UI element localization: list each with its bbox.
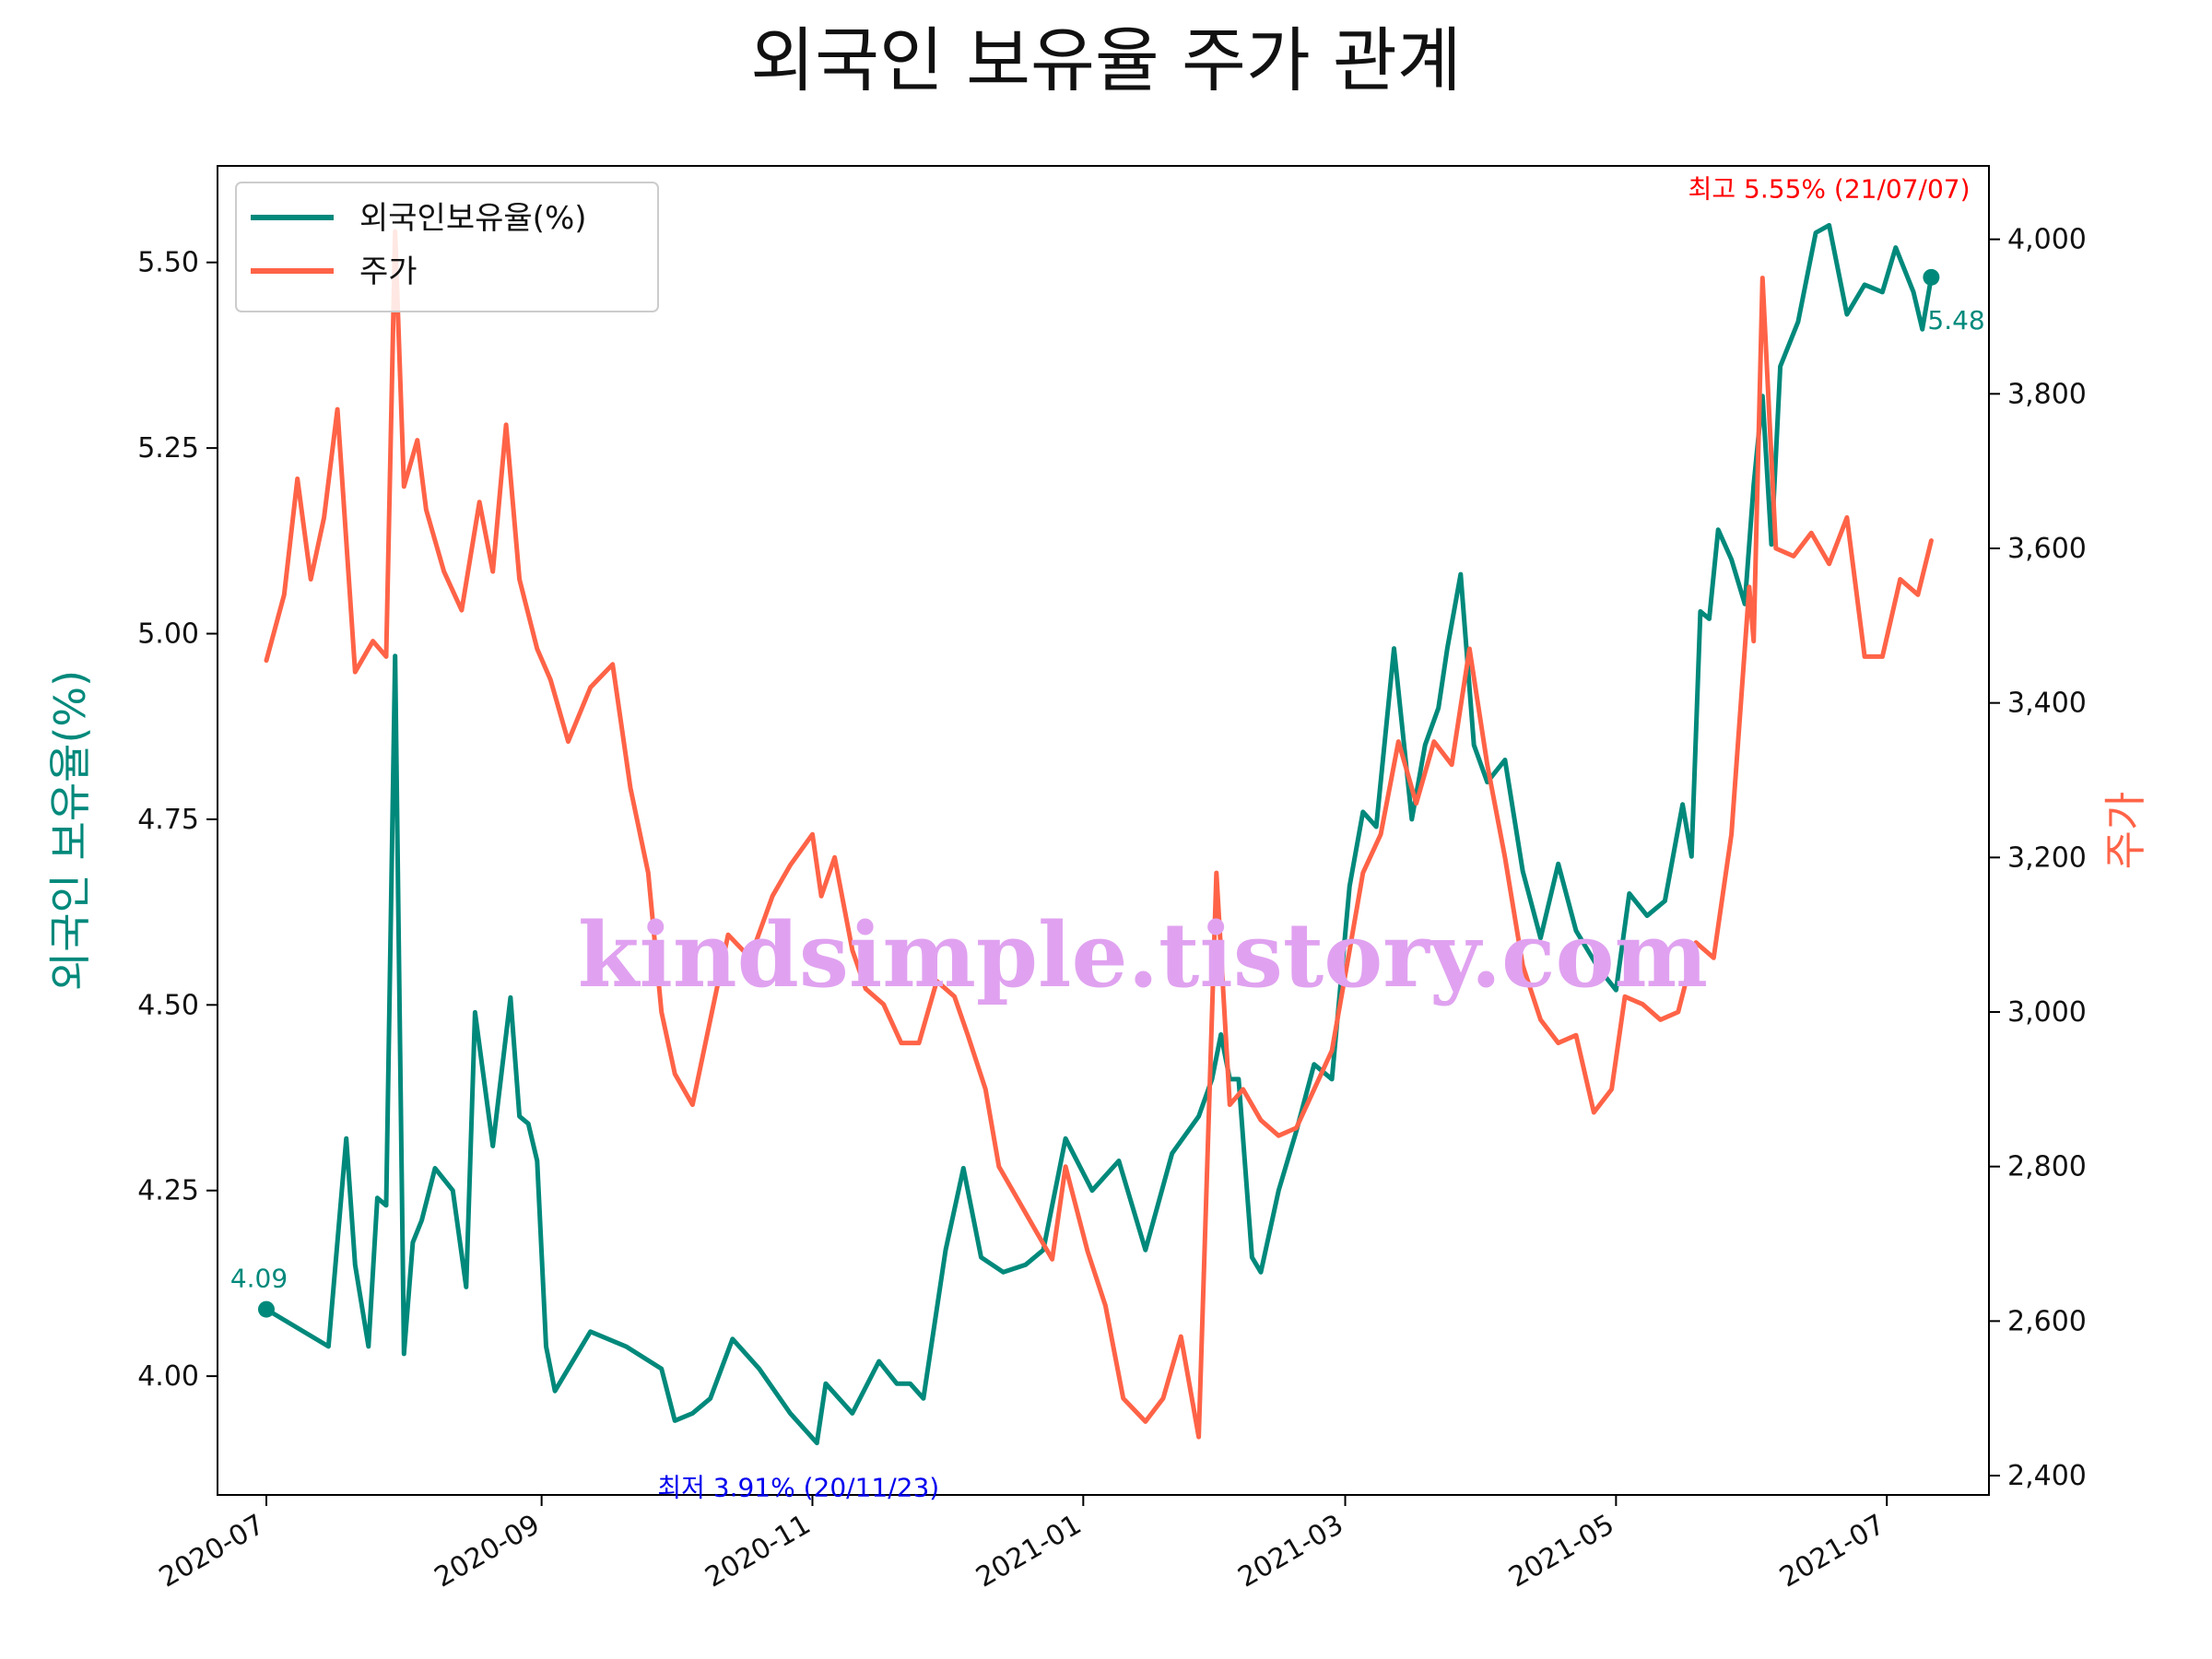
chart-title: 외국인 보유율 주가 관계 [750, 19, 1462, 101]
legend-label-stock-price: 주가 [359, 253, 418, 290]
y-axis-left: 4.00 4.25 4.50 4.75 5.00 5.25 5.50 [137, 247, 218, 1393]
series-layer [264, 222, 1934, 1446]
start-value-label: 4.09 [230, 1264, 288, 1294]
y-left-tick-label: 5.00 [137, 618, 199, 651]
y-left-tick-label: 4.00 [137, 1360, 199, 1393]
y-right-tick-label: 3,800 [2007, 378, 2087, 410]
min-value-label: 최저 3.91% (20/11/23) [657, 1473, 939, 1503]
y-right-tick-label: 3,600 [2007, 533, 2087, 565]
y-right-tick-label: 2,400 [2007, 1460, 2087, 1492]
foreign-ownership-line [264, 222, 1934, 1446]
plot-frame [217, 165, 1990, 1496]
legend-box [235, 182, 659, 312]
legend-label-foreign-ownership: 외국인보유율(%) [359, 200, 587, 237]
y-right-tick-label: 2,600 [2007, 1305, 2087, 1337]
y-left-tick-label: 4.50 [137, 989, 199, 1021]
legend: 외국인보유율(%) 주가 [235, 182, 659, 312]
y-axis-right: 2,400 2,600 2,800 3,000 3,200 3,400 3,600 3,800… [1989, 224, 2087, 1492]
end-value-label: 5.48 [1927, 305, 1984, 335]
y-right-tick-label: 2,800 [2007, 1151, 2087, 1183]
y-left-tick-label: 4.75 [137, 804, 199, 836]
stock-price-line [264, 229, 1934, 1440]
y-left-tick-label: 5.50 [137, 247, 199, 279]
y-left-tick-label: 4.25 [137, 1175, 199, 1207]
y-axis-left-title: 외국인 보유율(%) [45, 670, 95, 991]
y-left-tick-label: 5.25 [137, 432, 199, 465]
y-right-tick-label: 3,000 [2007, 996, 2087, 1029]
watermark: kindsimple.tistory.com [578, 903, 1708, 1007]
end-point-marker [1923, 268, 1940, 286]
y-axis-right-title: 주가 [2100, 792, 2150, 870]
max-value-label: 최고 5.55% (21/07/07) [1688, 173, 1971, 204]
y-right-tick-label: 4,000 [2007, 224, 2087, 256]
start-point-marker [257, 1300, 275, 1318]
y-right-tick-label: 3,400 [2007, 688, 2087, 720]
y-right-tick-label: 3,200 [2007, 841, 2087, 874]
annotations: 4.09 5.48 최고 5.55% (21/07/07) 최저 3.91% (20/… [230, 173, 1985, 1502]
